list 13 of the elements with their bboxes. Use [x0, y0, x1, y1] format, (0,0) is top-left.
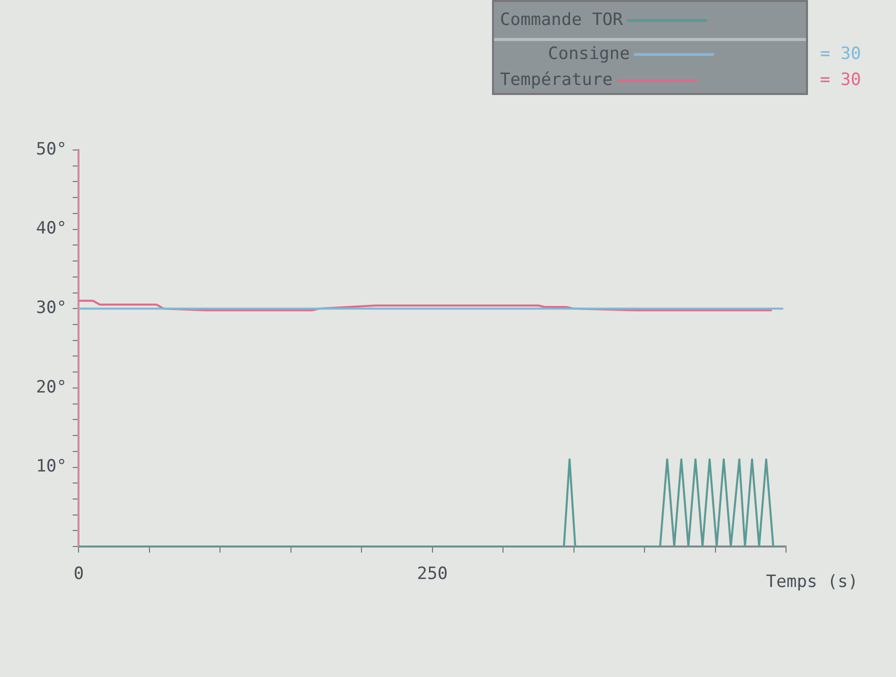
x-axis-title: Temps (s) — [766, 572, 858, 592]
text: = 30 — [820, 70, 861, 90]
x-tick-label: 0 — [74, 564, 84, 584]
legend-label: Consigne — [548, 44, 630, 64]
text: = 30 — [820, 44, 861, 64]
y-tick-label: 20° — [36, 377, 67, 398]
y-tick-label: 30° — [36, 298, 67, 318]
y-tick-label: 40° — [36, 218, 67, 239]
x-tick-label: 250 — [416, 564, 448, 584]
legend-label: Commande TOR — [500, 10, 623, 30]
y-tick-label: 50° — [36, 139, 67, 160]
y-tick-label: 10° — [36, 456, 67, 477]
legend-label: Température — [500, 70, 613, 90]
